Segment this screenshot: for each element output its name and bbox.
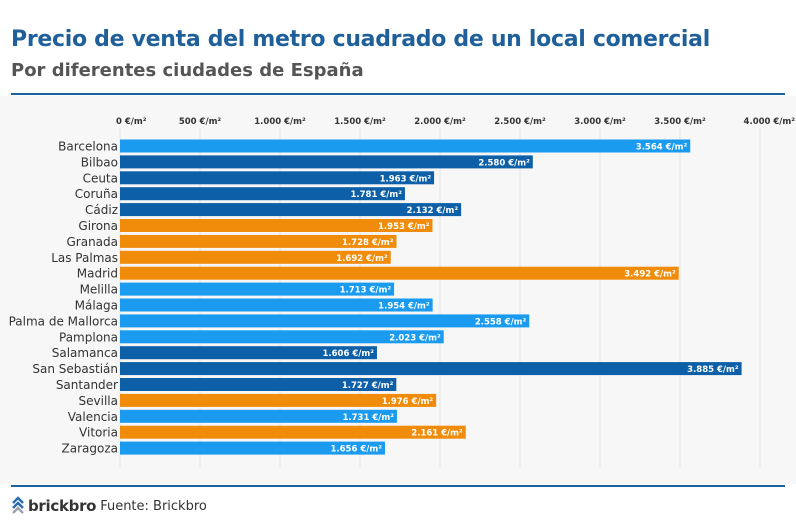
source-note: Fuente: Brickbro <box>100 498 207 514</box>
bar <box>120 346 377 360</box>
bar-value-label: 1.963 €/m² <box>380 174 432 184</box>
chart-area: 0 €/m² 500 €/m² 1.000 €/m² 1.500 €/m² 2.000 … <box>0 96 796 484</box>
bar <box>120 409 397 423</box>
bar-value-label: 3.492 €/m² <box>624 270 676 280</box>
chart-subtitle: Por diferentes ciudades de España <box>11 60 364 81</box>
x-tick-label: 4.000 €/m² <box>744 117 796 127</box>
bar-value-label: 1.953 €/m² <box>378 222 430 232</box>
bar <box>120 266 679 280</box>
category-label: Las Palmas <box>51 251 118 265</box>
bar <box>120 393 437 407</box>
brickbro-logo: brickbro <box>11 496 96 516</box>
footer-divider <box>11 485 785 487</box>
bar <box>120 187 405 201</box>
x-tick-label: 3.000 €/m² <box>574 117 626 127</box>
bar <box>120 330 444 344</box>
category-label: Sevilla <box>79 394 118 408</box>
bar-value-label: 2.580 €/m² <box>478 158 530 168</box>
bar-value-label: 2.023 €/m² <box>389 333 441 343</box>
bar-value-label: 1.954 €/m² <box>378 302 430 312</box>
x-tick-label: 2.500 €/m² <box>494 117 546 127</box>
category-label: Zaragoza <box>62 442 118 456</box>
x-tick-label: 1.500 €/m² <box>334 117 386 127</box>
bar <box>120 378 397 391</box>
bar-value-label: 1.727 €/m² <box>342 381 394 391</box>
brand-name: brickbro <box>28 497 97 515</box>
house-chevrons-icon <box>12 496 24 514</box>
bar <box>120 139 691 153</box>
bar <box>120 155 533 169</box>
bar <box>120 203 462 217</box>
category-label: Cádiz <box>85 203 118 217</box>
bar <box>120 250 391 264</box>
header-divider <box>11 93 785 95</box>
bar-value-label: 1.781 €/m² <box>351 190 403 200</box>
category-label: Granada <box>66 235 118 249</box>
bar-chart: 0 €/m² 500 €/m² 1.000 €/m² 1.500 €/m² 2.000 … <box>9 117 796 468</box>
bar <box>120 314 530 328</box>
bar <box>120 219 433 232</box>
x-tick-label: 500 €/m² <box>179 117 222 127</box>
x-tick-label: 3.500 €/m² <box>654 117 706 127</box>
footer: brickbro Fuente: Brickbro <box>11 494 207 518</box>
bar <box>120 171 435 185</box>
x-tick-label: 2.000 €/m² <box>414 117 466 127</box>
bar-value-label: 1.728 €/m² <box>342 238 394 248</box>
category-label: Barcelona <box>58 140 118 154</box>
bar-value-label: 1.976 €/m² <box>382 397 434 407</box>
category-label: Valencia <box>68 410 118 424</box>
category-label: Palma de Mallorca <box>9 314 118 328</box>
bar-value-label: 1.713 €/m² <box>340 286 392 296</box>
category-label: Pamplona <box>59 330 118 344</box>
category-label: Coruña <box>75 187 118 201</box>
category-label: Salamanca <box>52 346 118 360</box>
chart-title: Precio de venta del metro cuadrado de un… <box>11 27 710 52</box>
bar <box>120 425 466 439</box>
bar <box>120 441 385 455</box>
bar-value-label: 3.564 €/m² <box>636 143 688 153</box>
category-label: Girona <box>78 219 118 233</box>
bar-value-label: 2.161 €/m² <box>411 429 463 439</box>
category-label: Santander <box>56 378 118 392</box>
category-label: Bilbao <box>81 155 118 169</box>
bar <box>120 298 433 312</box>
bar-value-label: 2.558 €/m² <box>475 317 527 327</box>
category-label: Vitoria <box>79 426 118 440</box>
bar <box>120 234 397 248</box>
x-tick-label: 1.000 €/m² <box>254 117 306 127</box>
bar-value-label: 1.656 €/m² <box>331 445 383 455</box>
bar-value-label: 1.606 €/m² <box>323 349 375 359</box>
category-label: Melilla <box>80 283 118 297</box>
bar <box>120 282 395 296</box>
x-tick-label: 0 €/m² <box>116 117 147 127</box>
bar-value-label: 2.132 €/m² <box>407 206 459 216</box>
category-label: Málaga <box>75 299 118 313</box>
bar-value-label: 1.731 €/m² <box>343 413 395 423</box>
category-label: Madrid <box>77 267 118 281</box>
bar-value-label: 3.885 €/m² <box>687 365 739 375</box>
category-label: Ceuta <box>83 171 118 185</box>
category-label: San Sebastián <box>32 362 118 376</box>
bar <box>120 362 742 376</box>
bar-value-label: 1.692 €/m² <box>336 254 388 264</box>
